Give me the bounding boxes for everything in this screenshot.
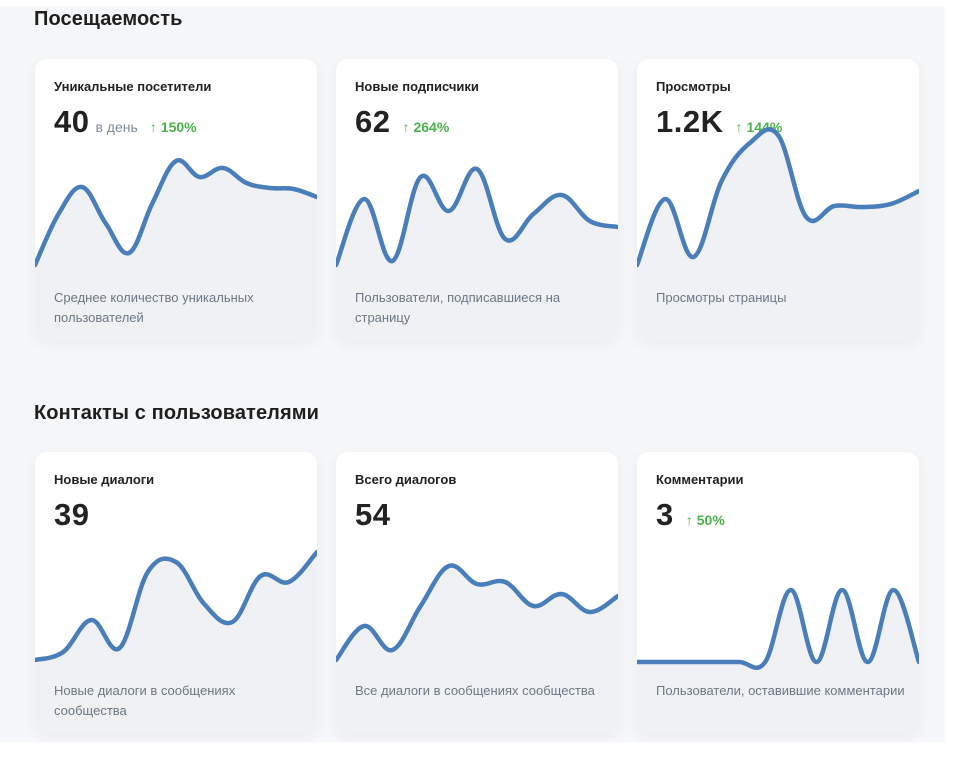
sparkline-chart (35, 158, 317, 340)
metric-change: ↑ 50% (686, 512, 725, 528)
card-comments[interactable]: Комментарии 3 ↑ 50% Пользователи, оставив… (637, 452, 919, 733)
sparkline-chart (336, 563, 618, 733)
metric-change-value: 50% (696, 512, 725, 528)
card-title: Просмотры (656, 79, 731, 94)
metric-row: 62 ↑ 264% (355, 104, 449, 140)
sparkline-line (637, 587, 919, 670)
metric-row: 39 (54, 497, 89, 533)
sparkline-line (35, 158, 317, 268)
card-views[interactable]: Просмотры 1.2K ↑ 144% Просмотры страницы (637, 59, 919, 340)
card-new-dialogs[interactable]: Новые диалоги 39 Новые диалоги в сообщен… (35, 452, 317, 733)
card-description: Все диалоги в сообщениях сообщества (355, 683, 595, 698)
metric-change: ↑ 264% (402, 119, 449, 135)
card-title: Новые подписчики (355, 79, 479, 94)
top-divider (0, 0, 945, 6)
metric-row: 3 ↑ 50% (656, 497, 725, 533)
metric-value: 39 (54, 497, 90, 532)
section-title-contacts: Контакты с пользователями (34, 402, 320, 424)
metric-value: 40 (54, 104, 90, 139)
metric-value: 54 (355, 497, 391, 532)
sparkline-area (336, 565, 618, 733)
sparkline-chart (35, 549, 317, 733)
card-description: Просмотры страницы (656, 290, 787, 305)
section-title-attendance: Посещаемость (34, 8, 183, 30)
metric-change: ↑ 150% (150, 119, 197, 135)
card-description: Пользователи, оставившие комментарии (656, 683, 905, 698)
metric-change-value: 264% (413, 119, 450, 135)
sparkline-chart (637, 127, 919, 340)
sparkline-area (35, 552, 317, 733)
sparkline-area (637, 129, 919, 340)
sparkline-area (637, 590, 919, 733)
metric-value: 1.2K (656, 104, 724, 139)
sparkline-chart (637, 587, 919, 733)
card-new-subscribers[interactable]: Новые подписчики 62 ↑ 264% Пользователи, … (336, 59, 618, 340)
metric-value: 3 (656, 497, 674, 532)
metric-row: 54 (355, 497, 390, 533)
arrow-up-icon: ↑ (149, 119, 157, 135)
sparkline-line (336, 166, 618, 268)
arrow-up-icon: ↑ (402, 119, 410, 135)
sparkline-area (336, 168, 618, 340)
stats-panel: Посещаемость Контакты с пользователями У… (0, 0, 945, 733)
metric-suffix: в день (95, 119, 138, 135)
card-description: Среднее количество уникальных пользовате… (54, 290, 254, 325)
arrow-up-icon: ↑ (735, 119, 743, 135)
sparkline-line (336, 563, 618, 663)
arrow-up-icon: ↑ (685, 512, 693, 528)
card-title: Уникальные посетители (54, 79, 212, 94)
card-unique-visitors[interactable]: Уникальные посетители 40 в день ↑ 150% Ср… (35, 59, 317, 340)
card-title: Комментарии (656, 472, 744, 487)
metric-change-value: 150% (160, 119, 197, 135)
metric-value: 62 (355, 104, 391, 139)
metric-row: 40 в день ↑ 150% (54, 104, 197, 140)
sparkline-area (35, 160, 317, 340)
card-title: Новые диалоги (54, 472, 155, 487)
sparkline-line (35, 549, 317, 663)
sparkline-chart (336, 166, 618, 340)
card-total-dialogs[interactable]: Всего диалогов 54 Все диалоги в сообщени… (336, 452, 618, 733)
sparkline-line (637, 127, 919, 268)
card-title: Всего диалогов (355, 472, 457, 487)
card-description: Новые диалоги в сообщениях сообщества (54, 683, 236, 718)
card-description: Пользователи, подписавшиеся на страницу (355, 290, 561, 325)
